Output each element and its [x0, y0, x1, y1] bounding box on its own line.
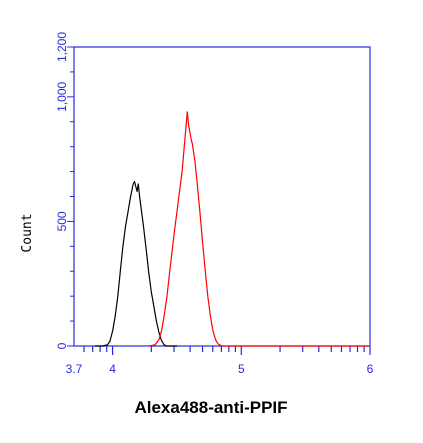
plot-frame	[73, 46, 371, 347]
x-tick-labels: 3.7 4 5 6	[66, 362, 374, 376]
x-tick-label: 5	[238, 362, 245, 376]
y-axis-label: Count	[20, 213, 35, 252]
x-tick-label: 3.7	[66, 362, 83, 376]
series-group	[94, 111, 370, 347]
x-axis-label: Alexa488-anti-PPIF	[134, 398, 287, 417]
series-line-2	[148, 111, 370, 347]
y-tick-label: 0	[55, 342, 69, 349]
y-tick-labels: 0 500 1,000 1,200	[55, 32, 69, 350]
x-tick-label: 6	[367, 362, 374, 376]
series-line-1	[94, 180, 177, 347]
y-tick-label: 1,200	[55, 32, 69, 62]
y-tick-label: 500	[55, 211, 69, 231]
x-tick-label: 4	[109, 362, 116, 376]
y-tick-label: 1,000	[55, 81, 69, 111]
tick-marks	[67, 46, 371, 355]
